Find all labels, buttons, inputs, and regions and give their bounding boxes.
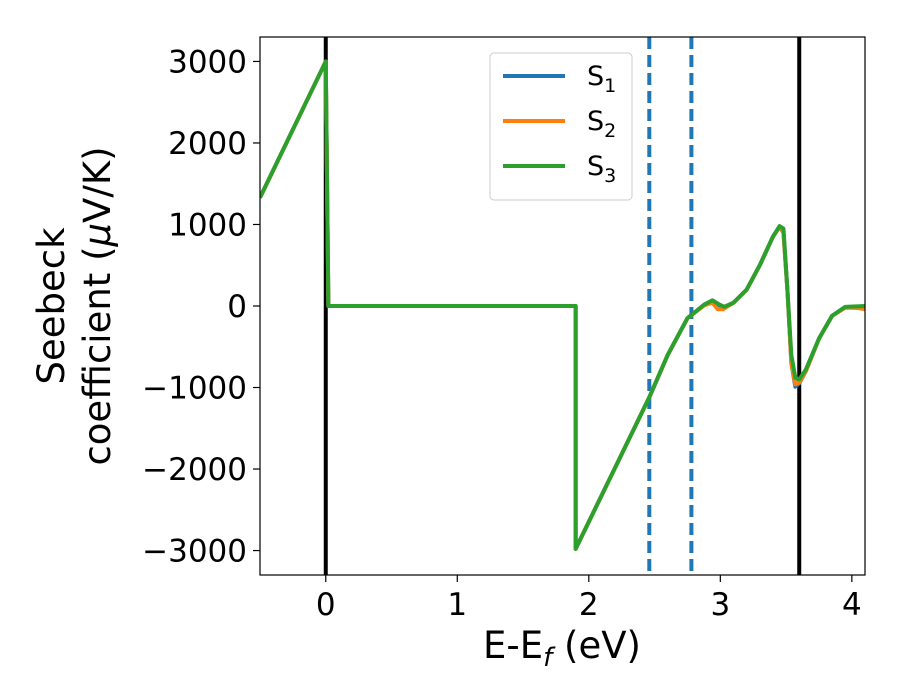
y-tick-label: 1000 <box>168 207 247 243</box>
x-tick-label: 4 <box>842 587 862 623</box>
series-line-S3 <box>260 59 865 551</box>
y-tick-label: −1000 <box>142 371 247 407</box>
x-tick-label: 2 <box>579 587 599 623</box>
y-axis-label-line1: Seebeck <box>30 227 73 385</box>
y-tick-label: 0 <box>227 289 247 325</box>
legend-label-S1: S1 <box>587 61 616 97</box>
x-axis-ticks: 0 1 2 3 4 <box>316 575 862 623</box>
data-series <box>260 59 865 551</box>
x-tick-label: 1 <box>447 587 467 623</box>
y-tick-label: 3000 <box>168 44 247 80</box>
legend-box <box>489 52 633 201</box>
x-tick-label: 0 <box>316 587 336 623</box>
y-tick-label: −3000 <box>142 534 247 570</box>
x-axis-label: E-Ef (eV) <box>483 624 641 673</box>
y-axis-label-line2: coefficient (μV/K) <box>76 146 119 465</box>
legend: S1 S2 S3 <box>489 52 633 201</box>
y-tick-label: 2000 <box>168 126 247 162</box>
y-tick-label: −2000 <box>142 452 247 488</box>
y-axis-ticks: 3000 2000 1000 0 −1000 −2000 −3000 <box>142 44 260 570</box>
legend-label-S3: S3 <box>587 151 616 187</box>
legend-label-S2: S2 <box>587 106 616 142</box>
y-axis-label: Seebeck coefficient (μV/K) <box>30 146 119 465</box>
x-tick-label: 3 <box>710 587 730 623</box>
